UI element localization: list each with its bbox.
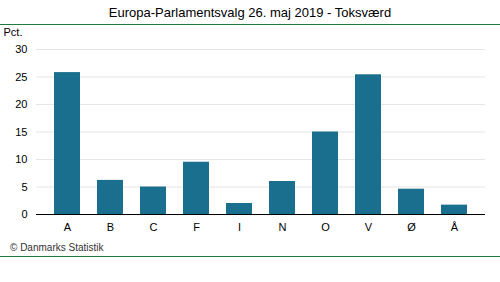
svg-text:V: V	[365, 221, 373, 233]
svg-text:N: N	[279, 221, 287, 233]
svg-text:Å: Å	[451, 221, 459, 233]
svg-text:15: 15	[15, 126, 27, 138]
svg-text:A: A	[64, 221, 72, 233]
svg-text:30: 30	[15, 43, 27, 55]
svg-text:10: 10	[15, 153, 27, 165]
svg-text:F: F	[193, 221, 200, 233]
svg-text:0: 0	[21, 208, 27, 220]
html-text:Europa-Parlamentsvalg 26. maj: Europa-Parlamentsvalg 26. maj 2019 - Tok…	[108, 5, 392, 20]
svg-text:C: C	[150, 221, 158, 233]
svg-text:25: 25	[15, 71, 27, 83]
svg-text:B: B	[107, 221, 114, 233]
svg-text:20: 20	[15, 98, 27, 110]
svg-text:5: 5	[21, 181, 27, 193]
svg-text:O: O	[321, 221, 330, 233]
html-text:© Danmarks Statistik: © Danmarks Statistik	[10, 242, 104, 253]
svg-text:I: I	[238, 221, 241, 233]
svg-text:Ø: Ø	[407, 221, 416, 233]
svg-text:Pct.: Pct.	[4, 26, 23, 38]
